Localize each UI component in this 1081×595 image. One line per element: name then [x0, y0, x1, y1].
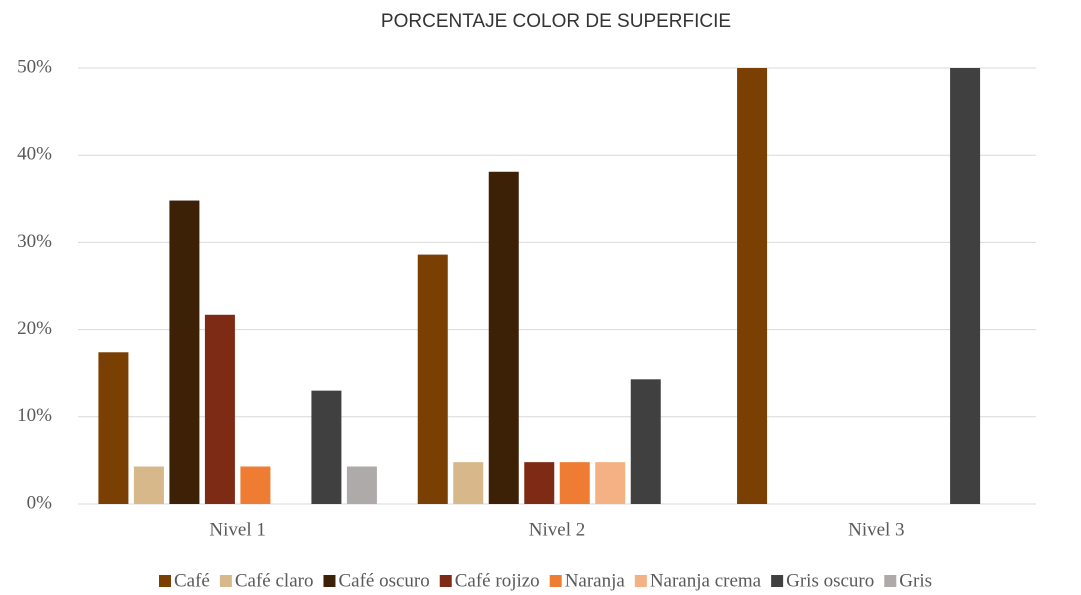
bar — [737, 68, 768, 504]
bar — [453, 462, 484, 504]
y-tick-label: 40% — [17, 144, 52, 165]
legend-label: Gris oscuro — [786, 570, 874, 591]
bar — [595, 462, 626, 504]
chart-title: PORCENTAJE COLOR DE SUPERFICIE — [381, 11, 731, 32]
legend-swatch — [159, 575, 171, 587]
legend-swatch — [439, 575, 452, 587]
legend-swatch — [323, 575, 336, 587]
bar — [98, 352, 129, 504]
legend-swatch — [634, 575, 647, 587]
legend-label: Café oscuro — [338, 570, 429, 591]
y-tick-label: 0% — [27, 492, 53, 513]
bar — [488, 171, 519, 504]
y-tick-label: 30% — [17, 231, 52, 252]
bar — [417, 254, 448, 504]
bar — [133, 466, 164, 504]
bar — [950, 68, 981, 504]
legend-label: Naranja — [565, 570, 626, 591]
bar — [204, 314, 235, 504]
x-tick-label: Nivel 3 — [848, 519, 904, 540]
y-tick-label: 10% — [17, 405, 52, 426]
bar — [346, 466, 377, 504]
y-tick-label: 50% — [17, 56, 52, 77]
bar — [630, 379, 661, 504]
legend-swatch — [549, 575, 562, 587]
y-tick-label: 20% — [17, 318, 52, 339]
bar — [311, 390, 342, 504]
bar — [559, 462, 590, 504]
legend-label: Café rojizo — [455, 570, 540, 591]
legend-label: Naranja crema — [650, 570, 762, 591]
legend-label: Café — [174, 570, 210, 591]
legend-swatch — [884, 575, 897, 587]
bar — [169, 200, 200, 504]
bar — [240, 466, 271, 504]
legend-label: Gris — [899, 570, 932, 591]
x-tick-label: Nivel 1 — [209, 519, 265, 540]
x-tick-label: Nivel 2 — [529, 519, 585, 540]
legend-label: Café claro — [235, 570, 314, 591]
legend-swatch — [771, 575, 784, 587]
legend-swatch — [219, 575, 232, 587]
bar — [524, 462, 555, 504]
